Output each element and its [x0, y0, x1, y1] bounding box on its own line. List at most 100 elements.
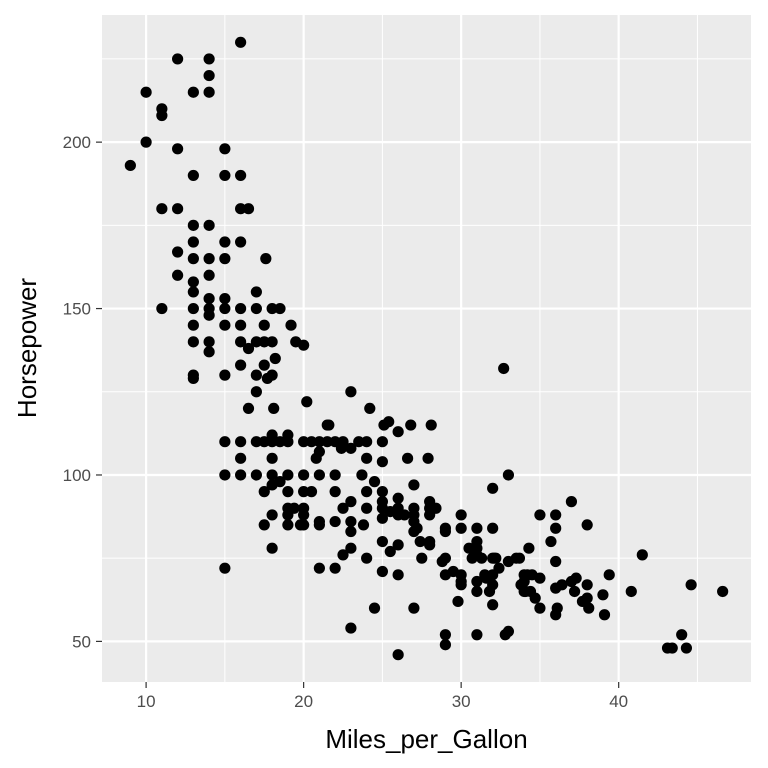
data-point: [235, 469, 247, 481]
data-point: [384, 545, 396, 558]
data-point: [666, 642, 678, 654]
data-point: [313, 519, 325, 531]
data-point: [156, 203, 168, 215]
data-point: [392, 539, 404, 551]
data-point: [345, 386, 357, 398]
data-point: [685, 579, 697, 591]
y-axis-ticks: 50 100 150 200: [63, 133, 102, 651]
data-point: [203, 53, 215, 65]
data-point: [416, 552, 428, 564]
data-point: [266, 509, 278, 521]
data-point: [235, 336, 247, 348]
y-tick-label: 150: [63, 300, 91, 319]
y-tick-label: 100: [63, 466, 91, 485]
data-point: [298, 339, 310, 351]
data-point: [551, 602, 563, 614]
data-point: [266, 336, 278, 348]
data-point: [235, 203, 247, 215]
data-point: [717, 585, 729, 598]
data-point: [274, 302, 286, 315]
data-point: [376, 486, 388, 498]
data-point: [329, 515, 341, 528]
data-point: [219, 169, 231, 182]
data-point: [487, 579, 499, 591]
data-point: [172, 203, 184, 215]
data-point: [680, 642, 693, 654]
data-point: [534, 602, 546, 614]
data-point: [124, 159, 136, 172]
data-point: [337, 502, 349, 514]
data-point: [219, 236, 231, 248]
data-point: [408, 479, 420, 491]
data-point: [282, 469, 294, 481]
data-point: [219, 253, 231, 265]
data-point: [392, 492, 404, 504]
data-point: [235, 236, 247, 248]
data-point: [424, 539, 436, 551]
data-point: [274, 436, 286, 448]
x-tick-label: 10: [137, 692, 156, 711]
data-point: [219, 469, 231, 481]
data-point: [235, 436, 247, 448]
data-point: [523, 542, 535, 554]
data-point: [260, 253, 272, 265]
data-point: [376, 565, 388, 578]
data-point: [203, 269, 215, 281]
data-point: [471, 522, 483, 534]
data-point: [250, 436, 262, 448]
data-point: [376, 535, 388, 548]
data-point: [298, 509, 310, 521]
data-point: [219, 292, 231, 305]
major-gridlines: [102, 15, 751, 682]
data-point: [258, 486, 270, 498]
data-point: [345, 442, 357, 454]
data-point: [345, 525, 357, 538]
data-point: [282, 436, 294, 448]
data-point: [313, 446, 325, 458]
data-point: [187, 276, 199, 288]
data-point: [269, 352, 281, 365]
data-point: [398, 509, 411, 521]
data-point: [298, 486, 310, 498]
data-point: [337, 436, 349, 448]
data-point: [452, 595, 464, 608]
data-point: [203, 336, 215, 348]
data-point: [250, 286, 262, 298]
data-point: [266, 542, 278, 554]
data-point: [471, 575, 483, 588]
data-point: [568, 585, 581, 598]
data-point: [203, 253, 215, 265]
data-point: [329, 486, 341, 498]
data-point: [172, 53, 184, 65]
data-point: [250, 336, 262, 348]
data-point: [383, 416, 395, 428]
data-point: [301, 396, 313, 408]
data-point: [187, 236, 199, 248]
data-point: [581, 519, 593, 531]
data-point: [376, 512, 388, 524]
data-point: [235, 36, 247, 48]
data-point: [298, 469, 310, 481]
data-point: [203, 219, 215, 231]
data-point: [219, 302, 231, 315]
data-point: [345, 542, 357, 554]
data-point: [603, 569, 615, 581]
data-point: [172, 269, 184, 281]
data-point: [219, 319, 231, 331]
data-point: [313, 469, 325, 481]
data-point: [266, 369, 278, 381]
data-point: [361, 436, 373, 448]
data-point: [625, 585, 637, 598]
data-point: [392, 649, 404, 661]
data-point: [455, 579, 467, 591]
data-point: [337, 549, 349, 561]
data-point: [471, 585, 483, 598]
data-point: [534, 509, 546, 521]
data-point: [368, 602, 381, 614]
y-tick-label: 200: [63, 133, 91, 152]
data-point: [636, 549, 648, 561]
data-point: [187, 86, 199, 98]
data-point: [361, 452, 373, 464]
data-point: [268, 402, 280, 415]
data-point: [250, 369, 262, 381]
